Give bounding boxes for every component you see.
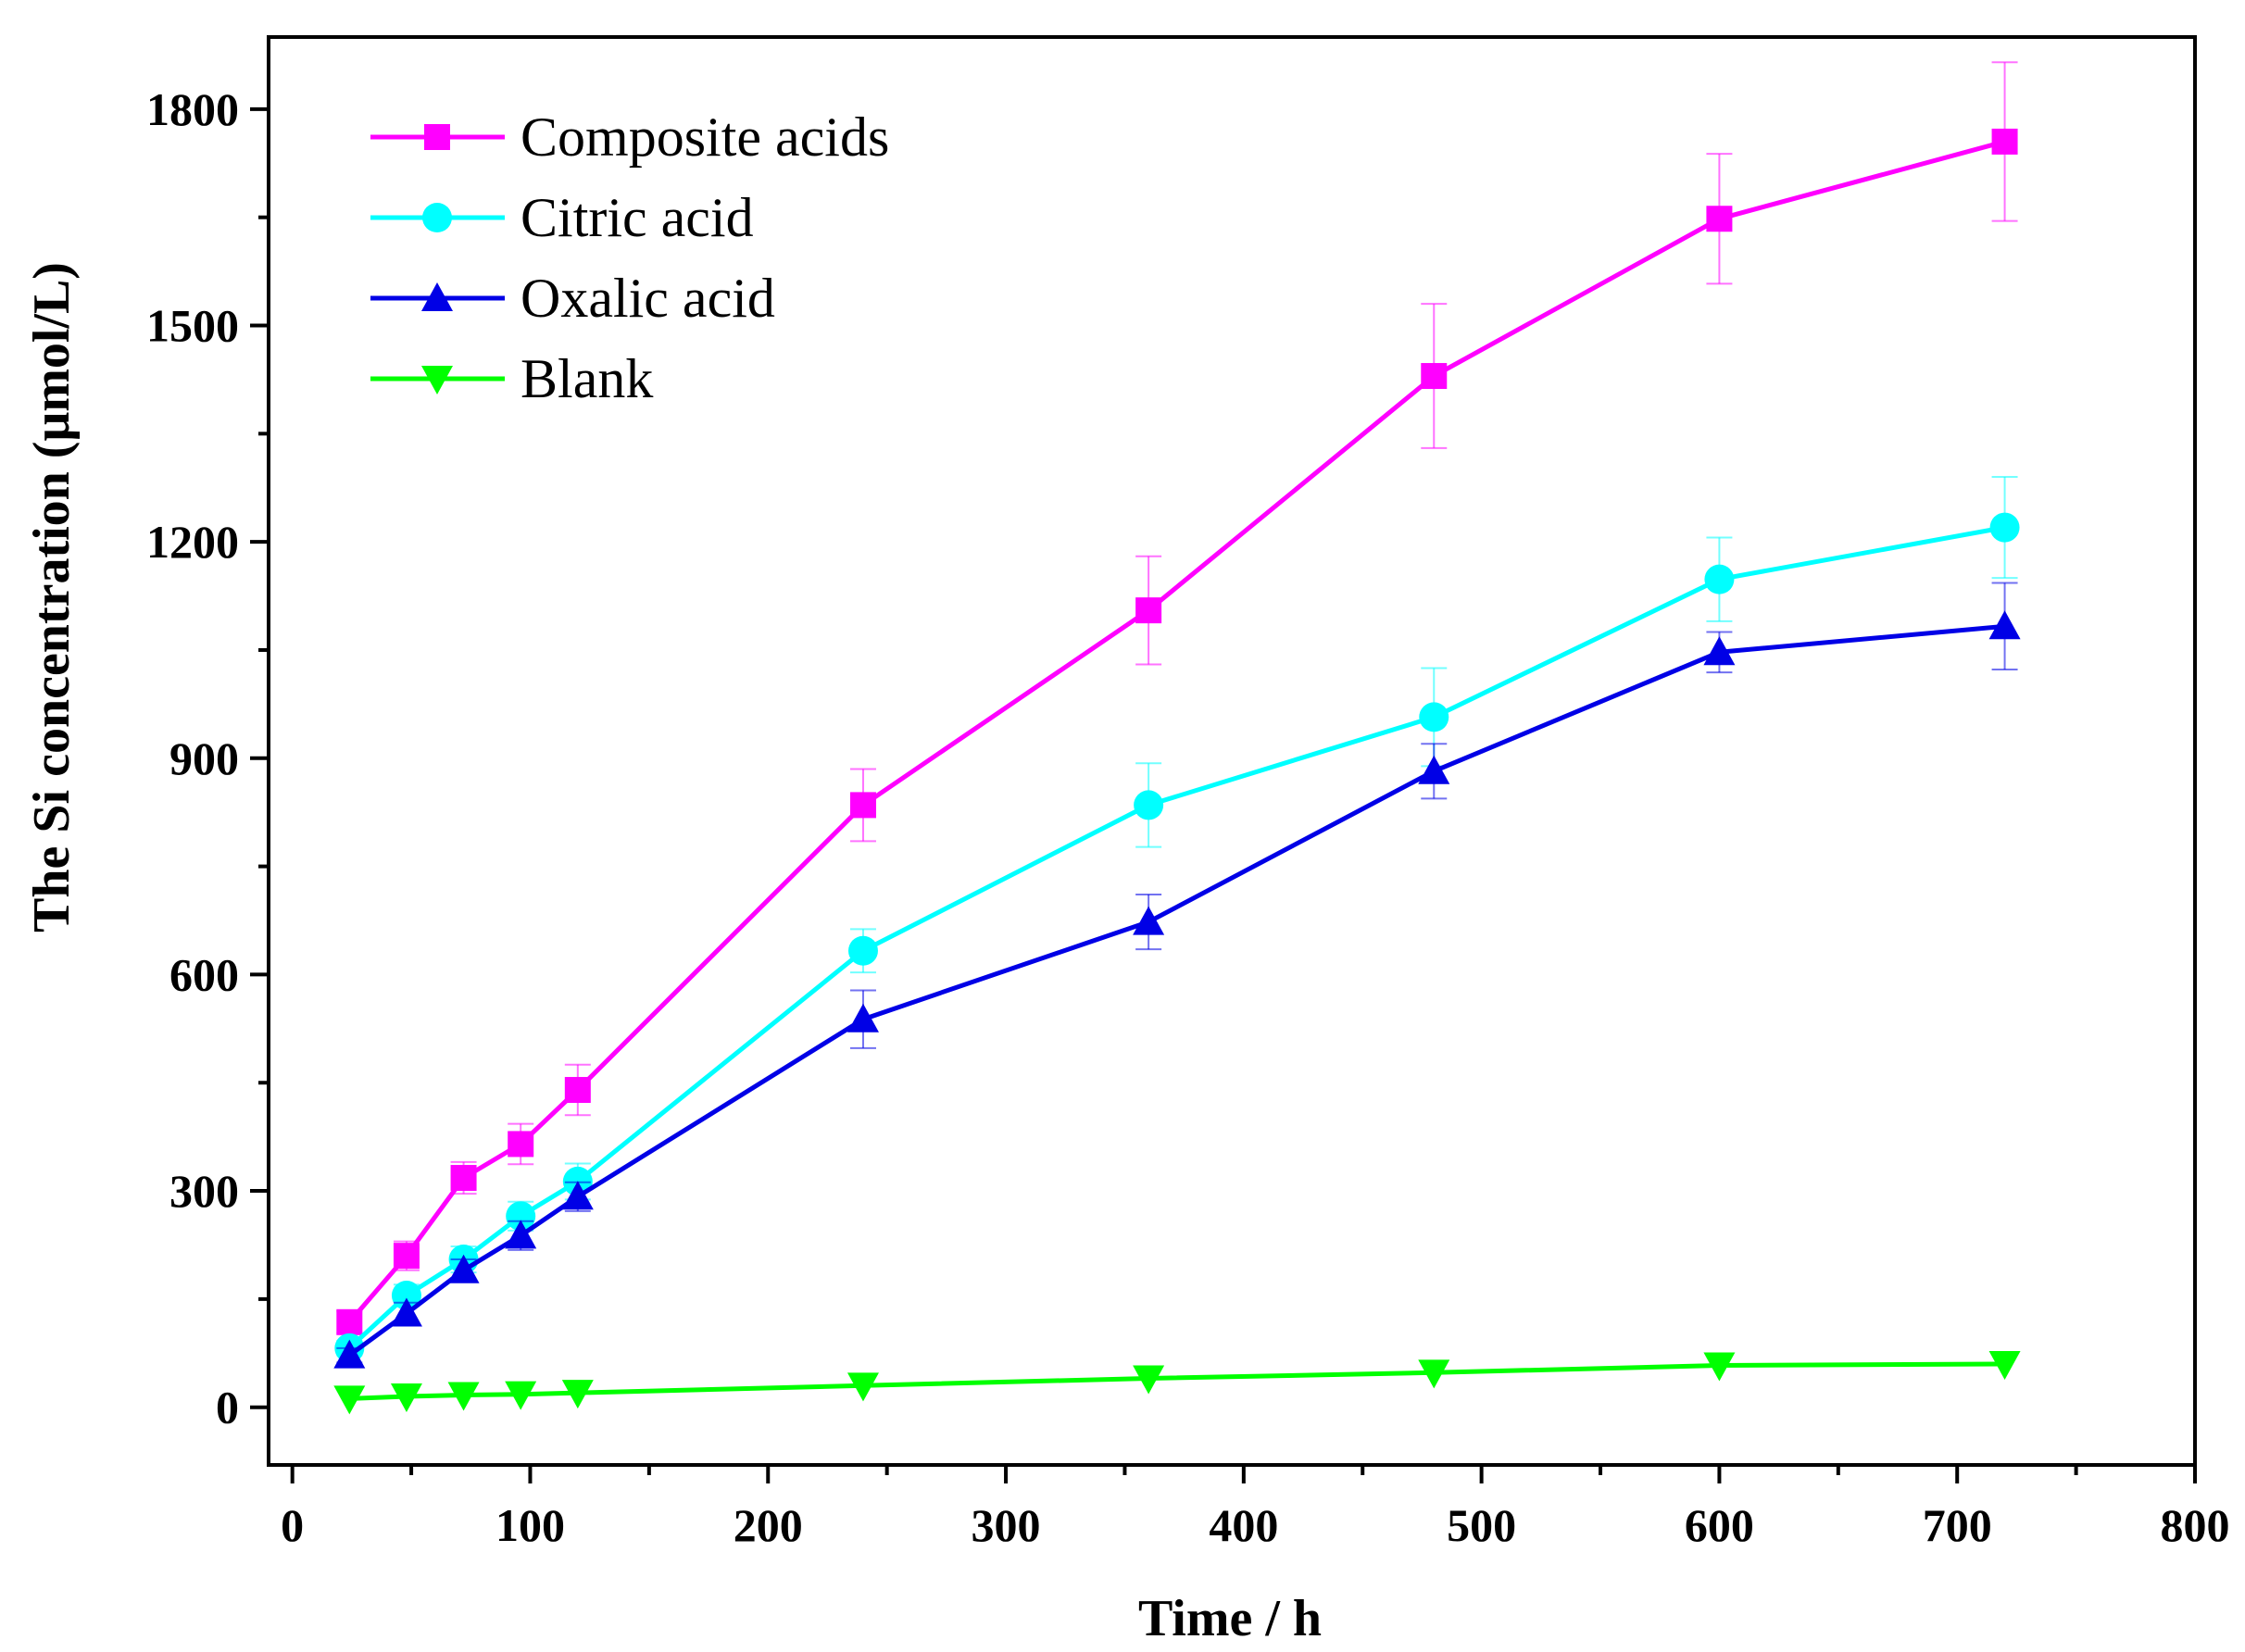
series-line bbox=[349, 1361, 2005, 1401]
series-line bbox=[347, 139, 2006, 1324]
data-point bbox=[1703, 636, 1736, 666]
y-tick-label: 1200 bbox=[146, 516, 239, 568]
plot-frame bbox=[267, 35, 2197, 1467]
data-point bbox=[561, 1380, 594, 1409]
data-point bbox=[390, 1297, 422, 1327]
x-tick-label: 400 bbox=[1209, 1499, 1278, 1551]
data-point bbox=[1419, 702, 1449, 732]
legend-marker bbox=[424, 124, 450, 150]
data-point bbox=[1988, 1350, 2021, 1380]
plot-area bbox=[333, 61, 2021, 1415]
data-point bbox=[505, 1220, 537, 1249]
data-point bbox=[847, 935, 878, 966]
data-point bbox=[505, 1381, 537, 1410]
legend-marker bbox=[421, 366, 453, 394]
data-point bbox=[506, 1201, 536, 1232]
y-tick-label: 900 bbox=[169, 732, 239, 784]
data-point bbox=[1991, 128, 2018, 155]
data-point bbox=[1134, 790, 1164, 820]
x-axis-title: Time / h bbox=[1138, 1590, 1322, 1647]
legend-marker bbox=[422, 203, 452, 232]
data-point bbox=[333, 1339, 366, 1369]
x-tick-label: 600 bbox=[1685, 1499, 1754, 1551]
legend: Composite acids Citric acid Oxalic acid Bla… bbox=[370, 106, 889, 409]
legend-item-oxalic-acid: Oxalic acid bbox=[370, 268, 775, 329]
legend-item-blank: Blank bbox=[370, 348, 653, 409]
series-line bbox=[347, 623, 2005, 1358]
x-tick-label: 500 bbox=[1447, 1499, 1516, 1551]
data-point bbox=[393, 1243, 420, 1270]
data-point bbox=[508, 1131, 534, 1158]
axes: 0 100 200 300 400 500 600 700 800 0 300 600 900 1200 1… bbox=[146, 35, 2230, 1551]
series-oxalic-acid bbox=[333, 582, 2021, 1369]
data-point bbox=[1135, 597, 1162, 624]
x-tick-label: 300 bbox=[972, 1499, 1041, 1551]
data-point bbox=[1988, 610, 2021, 640]
data-point bbox=[390, 1383, 422, 1413]
data-point bbox=[847, 1003, 879, 1032]
data-point bbox=[1989, 512, 2020, 543]
legend-label: Oxalic acid bbox=[520, 268, 775, 329]
series-blank bbox=[333, 1350, 2021, 1415]
y-tick-label: 1800 bbox=[146, 83, 239, 135]
data-point bbox=[1706, 206, 1733, 232]
legend-marker bbox=[421, 282, 453, 311]
y-tick-label: 300 bbox=[169, 1165, 239, 1217]
data-point bbox=[1133, 906, 1165, 935]
data-point bbox=[447, 1254, 480, 1283]
x-tick-label: 100 bbox=[495, 1499, 565, 1551]
data-point bbox=[564, 1077, 591, 1104]
y-tick-label: 1500 bbox=[146, 300, 239, 352]
data-point bbox=[1133, 1365, 1165, 1395]
x-tick-label: 700 bbox=[1923, 1499, 1992, 1551]
x-tick-label: 0 bbox=[281, 1499, 304, 1551]
data-point bbox=[1418, 1359, 1450, 1389]
data-point bbox=[1421, 363, 1448, 390]
series-citric-acid bbox=[334, 476, 2020, 1363]
x-tick-label: 200 bbox=[734, 1499, 803, 1551]
legend-label: Blank bbox=[520, 348, 653, 409]
legend-item-citric-acid: Citric acid bbox=[370, 187, 754, 248]
data-point bbox=[447, 1382, 480, 1411]
data-point bbox=[1418, 755, 1450, 784]
legend-label: Composite acids bbox=[520, 106, 889, 168]
data-point bbox=[450, 1165, 477, 1192]
y-tick-label: 600 bbox=[169, 948, 239, 1000]
x-tick-label: 800 bbox=[2161, 1499, 2230, 1551]
data-point bbox=[847, 1372, 879, 1402]
legend-label: Citric acid bbox=[520, 187, 754, 248]
y-axis-title: The Si concentration (μmol/L) bbox=[23, 262, 81, 932]
data-point bbox=[561, 1181, 594, 1210]
legend-item-composite-acids: Composite acids bbox=[370, 106, 889, 168]
data-point bbox=[849, 792, 876, 819]
series-line bbox=[347, 525, 2006, 1350]
data-point bbox=[1703, 1352, 1736, 1382]
y-tick-label: 0 bbox=[216, 1382, 239, 1433]
data-point bbox=[1704, 564, 1735, 594]
data-point bbox=[336, 1308, 363, 1335]
series-composite-acids bbox=[336, 61, 2018, 1335]
data-point bbox=[333, 1385, 366, 1415]
